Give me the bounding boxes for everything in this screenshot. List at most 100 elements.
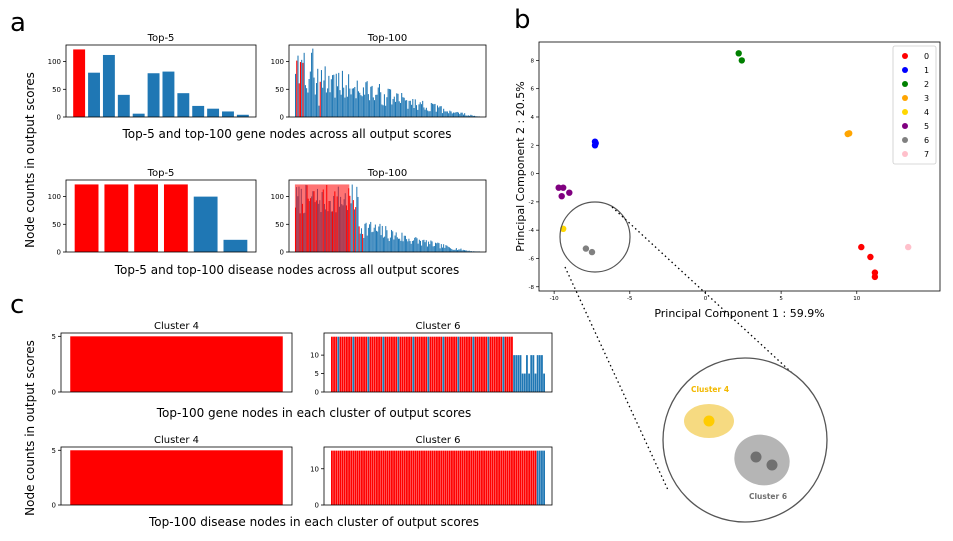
bar bbox=[500, 336, 503, 392]
pca-ytick-label: 8 bbox=[531, 58, 535, 64]
bar bbox=[386, 97, 388, 117]
legend-marker-7 bbox=[902, 151, 908, 157]
bar bbox=[435, 242, 437, 252]
legend-label-1: 1 bbox=[924, 66, 929, 75]
bar bbox=[425, 107, 427, 117]
bar bbox=[489, 450, 492, 506]
bar bbox=[398, 238, 399, 252]
bar bbox=[489, 336, 492, 392]
bar bbox=[297, 55, 299, 117]
bar bbox=[538, 450, 541, 506]
bar bbox=[311, 52, 313, 117]
bar bbox=[452, 249, 454, 252]
bar bbox=[346, 96, 348, 117]
ytick-label: 0 bbox=[52, 389, 56, 397]
bar bbox=[402, 241, 404, 252]
bar bbox=[356, 450, 359, 506]
bar bbox=[432, 103, 434, 117]
chart-title: Cluster 4 bbox=[154, 435, 199, 446]
bar bbox=[384, 236, 386, 252]
bar bbox=[429, 450, 432, 506]
bar bbox=[440, 336, 443, 392]
bar bbox=[448, 336, 451, 392]
bar bbox=[463, 250, 465, 252]
bar bbox=[339, 90, 341, 117]
legend-marker-1 bbox=[902, 67, 908, 73]
bar bbox=[418, 336, 421, 392]
ytick-label: 100 bbox=[271, 193, 284, 201]
bar bbox=[460, 112, 462, 117]
bar bbox=[73, 49, 86, 117]
bar bbox=[364, 223, 366, 252]
bar bbox=[344, 97, 346, 117]
bar bbox=[448, 450, 451, 506]
bar bbox=[485, 336, 488, 392]
bar bbox=[438, 243, 440, 252]
bar bbox=[429, 244, 431, 252]
bar bbox=[381, 104, 383, 117]
bar bbox=[435, 111, 437, 117]
bar bbox=[356, 186, 358, 252]
bar bbox=[385, 105, 387, 117]
bar bbox=[367, 450, 370, 506]
caption-c-disease: Top-100 disease nodes in each cluster of… bbox=[148, 515, 479, 529]
bar bbox=[303, 52, 305, 117]
bar bbox=[431, 241, 433, 252]
bar bbox=[423, 336, 425, 392]
pca-point-cluster-0 bbox=[867, 253, 874, 261]
bar bbox=[432, 246, 434, 252]
bar bbox=[70, 336, 283, 392]
bar bbox=[352, 200, 354, 252]
bar bbox=[465, 115, 467, 117]
bar bbox=[399, 450, 402, 506]
bar bbox=[441, 113, 443, 117]
pca-ytick-label: 6 bbox=[531, 87, 535, 93]
bar bbox=[455, 112, 457, 117]
bar bbox=[358, 336, 361, 392]
bar bbox=[469, 115, 471, 117]
bar bbox=[441, 247, 443, 252]
bar bbox=[463, 336, 466, 392]
bar bbox=[519, 450, 522, 506]
pca-ytick-label: -4 bbox=[529, 228, 535, 234]
pca-zoom-circle bbox=[559, 201, 631, 273]
bar bbox=[104, 184, 129, 252]
bar bbox=[470, 336, 473, 392]
bar bbox=[341, 70, 343, 117]
bar bbox=[431, 336, 434, 392]
bar bbox=[461, 250, 463, 252]
pca-xtick-label: 5 bbox=[779, 296, 783, 302]
bar bbox=[422, 240, 424, 252]
bar bbox=[450, 111, 452, 117]
bar bbox=[459, 249, 461, 252]
bar bbox=[530, 355, 533, 393]
bar bbox=[487, 450, 490, 506]
bar bbox=[468, 336, 470, 392]
bar bbox=[134, 184, 159, 252]
ytick-label: 50 bbox=[275, 221, 284, 229]
bar bbox=[466, 115, 468, 117]
ytick-label: 100 bbox=[48, 58, 61, 66]
bar bbox=[369, 224, 371, 252]
bar bbox=[448, 247, 450, 252]
bar bbox=[511, 336, 513, 392]
bar bbox=[421, 450, 423, 506]
bar bbox=[370, 86, 372, 117]
bar bbox=[456, 111, 458, 117]
axes-frame bbox=[65, 44, 257, 118]
bar bbox=[467, 251, 469, 252]
bar bbox=[383, 94, 385, 117]
bar bbox=[376, 450, 378, 506]
bar bbox=[427, 336, 430, 392]
pca-point-cluster-2 bbox=[735, 50, 742, 57]
bar bbox=[470, 114, 472, 117]
bar bbox=[451, 450, 453, 506]
bar bbox=[386, 230, 388, 252]
bar bbox=[491, 336, 494, 392]
bar bbox=[307, 92, 309, 117]
ylabel-a: Node counts in output scores bbox=[23, 72, 37, 248]
bar bbox=[453, 336, 455, 392]
axes-frame bbox=[60, 332, 293, 393]
